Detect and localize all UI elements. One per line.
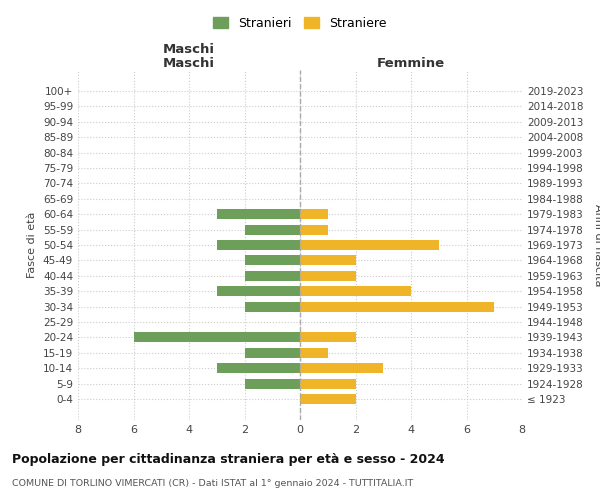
Y-axis label: Anni di nascita: Anni di nascita (593, 204, 600, 286)
Bar (300, 332, 355, 342)
Bar (300, 378, 355, 388)
Text: Maschi: Maschi (163, 43, 215, 56)
Bar (300, 209, 328, 219)
Bar (300, 240, 439, 250)
Bar (245, 256, 300, 266)
Y-axis label: Fasce di età: Fasce di età (28, 212, 37, 278)
Bar (245, 302, 300, 312)
Bar (245, 224, 300, 234)
Bar (300, 394, 355, 404)
Bar (245, 271, 300, 281)
Bar (300, 286, 411, 296)
Bar (217, 286, 300, 296)
Text: Maschi: Maschi (163, 57, 215, 70)
Bar (300, 302, 494, 312)
Bar (217, 209, 300, 219)
Bar (245, 348, 300, 358)
Bar (300, 224, 328, 234)
Bar (217, 364, 300, 374)
Bar (300, 271, 355, 281)
Bar (133, 332, 300, 342)
Text: Femmine: Femmine (377, 57, 445, 70)
Text: Popolazione per cittadinanza straniera per età e sesso - 2024: Popolazione per cittadinanza straniera p… (12, 452, 445, 466)
Bar (217, 240, 300, 250)
Text: COMUNE DI TORLINO VIMERCATI (CR) - Dati ISTAT al 1° gennaio 2024 - TUTTITALIA.IT: COMUNE DI TORLINO VIMERCATI (CR) - Dati … (12, 479, 413, 488)
Bar (245, 378, 300, 388)
Bar (300, 256, 355, 266)
Bar (300, 364, 383, 374)
Bar (300, 348, 328, 358)
Legend: Stranieri, Straniere: Stranieri, Straniere (213, 16, 387, 30)
